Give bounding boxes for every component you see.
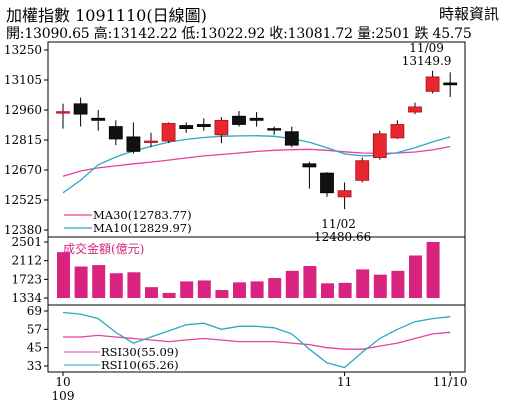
volume-bar xyxy=(321,283,334,298)
high-value-label: 13149.9 xyxy=(402,54,452,68)
high-date-label: 11/09 xyxy=(409,41,444,55)
x-year-label: 109 xyxy=(52,389,75,403)
y-tick-label: 57 xyxy=(27,322,42,336)
candle xyxy=(179,125,194,130)
y-tick-label: 1723 xyxy=(11,272,42,286)
y-tick-label: 12815 xyxy=(4,133,42,147)
volume-bar xyxy=(250,281,264,298)
candle xyxy=(91,117,106,121)
volume-bar xyxy=(285,270,299,298)
y-tick-label: 12960 xyxy=(4,103,42,117)
volume-bar xyxy=(233,282,246,298)
y-tick-label: 1334 xyxy=(11,291,42,305)
rsi10-line xyxy=(62,311,451,369)
volume-bar xyxy=(338,282,352,298)
candle xyxy=(126,136,141,152)
legend-label: MA10(12829.97) xyxy=(93,221,192,235)
quote-line: 開:13090.65 高:13142.22 低:13022.92 收:13081… xyxy=(6,26,472,42)
candle xyxy=(214,119,229,136)
ma10-line xyxy=(62,135,451,194)
x-tick-label: 11 xyxy=(337,375,352,389)
y-tick-label: 2112 xyxy=(11,254,42,268)
legend-label: RSI30(55.09) xyxy=(101,345,179,359)
y-tick-label: 12380 xyxy=(4,223,42,237)
source-label: 時報資訊 xyxy=(438,5,499,23)
volume-bar xyxy=(303,266,317,298)
legend-label: RSI10(65.26) xyxy=(101,358,179,372)
volume-bar xyxy=(409,255,422,298)
candle xyxy=(249,117,264,121)
plot-frame xyxy=(47,41,466,373)
low-value-label: 12480.66 xyxy=(314,230,371,244)
candle xyxy=(408,106,422,113)
volume-label: 成交金額(億元) xyxy=(63,241,144,256)
volume-bar xyxy=(180,281,194,298)
volume-bar xyxy=(109,273,123,298)
candle xyxy=(320,172,334,194)
ma30-line xyxy=(62,145,451,177)
low-date-label: 11/02 xyxy=(321,217,356,231)
candle xyxy=(355,160,370,181)
candle xyxy=(425,76,440,92)
volume-bar xyxy=(57,252,70,298)
volume-bar xyxy=(92,265,106,298)
candle xyxy=(284,131,299,146)
candle xyxy=(108,126,123,140)
volume-bar xyxy=(145,287,158,298)
candle xyxy=(73,103,88,115)
rsi30-line xyxy=(63,331,451,350)
candle xyxy=(302,163,317,168)
volume-bar xyxy=(127,272,141,298)
volume-bar xyxy=(74,266,88,298)
y-tick-label: 13250 xyxy=(4,43,42,57)
volume-bar xyxy=(391,270,405,298)
y-tick-label: 13105 xyxy=(4,73,42,87)
candle xyxy=(390,124,405,139)
y-tick-label: 12525 xyxy=(4,193,42,207)
candle xyxy=(443,82,458,86)
volume-bar xyxy=(197,280,211,298)
y-tick-label: 2501 xyxy=(11,235,42,249)
volume-bar xyxy=(426,242,440,298)
candle xyxy=(56,111,70,114)
candle xyxy=(337,190,352,198)
y-tick-label: 12670 xyxy=(4,163,42,177)
candle xyxy=(267,128,282,131)
x-tick-label: 10 xyxy=(55,375,70,389)
y-tick-label: 33 xyxy=(27,359,42,373)
y-tick-label: 69 xyxy=(27,304,42,318)
candle xyxy=(232,115,246,125)
volume-bar xyxy=(162,292,176,298)
legend-label: MA30(12783.77) xyxy=(93,208,192,222)
candle xyxy=(196,124,211,127)
volume-bar xyxy=(268,278,282,298)
candle xyxy=(144,140,158,143)
x-tick-label: 11/10 xyxy=(433,375,468,389)
volume-bar xyxy=(215,290,229,298)
volume-bar xyxy=(356,269,370,298)
volume-bar xyxy=(373,274,387,298)
candle xyxy=(161,123,176,142)
candle xyxy=(372,133,387,158)
y-tick-label: 45 xyxy=(27,341,42,355)
chart-title: 加權指數 1091110(日線圖) xyxy=(6,6,207,25)
